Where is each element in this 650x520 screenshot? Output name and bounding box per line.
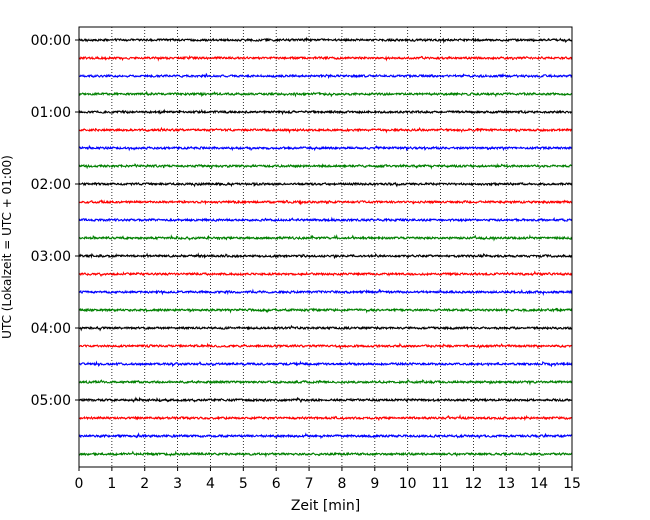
- x-tick-label: 4: [206, 476, 215, 492]
- trace-0515: [78, 413, 573, 422]
- y-tick-label: 00:00: [31, 33, 71, 49]
- trace-0430: [78, 360, 573, 368]
- trace-0215: [78, 199, 573, 206]
- trace-0100: [78, 108, 573, 116]
- grid: [111, 27, 540, 467]
- x-tick-label: 1: [107, 476, 116, 492]
- y-axis-label: UTC (Lokalzeit = UTC + 01:00): [0, 155, 14, 339]
- trace-0000: [78, 36, 573, 44]
- trace-0245: [78, 234, 573, 242]
- y-axis: 00:00 01:00 02:00 03:00 04:00 05:00: [31, 33, 79, 409]
- trace-0445: [78, 378, 573, 386]
- trace-0030: [78, 72, 573, 80]
- trace-0400: [78, 324, 573, 332]
- x-axis: 0 1 2 3 4 5 6 7 8 9 10 11 12 13 14 15: [75, 467, 581, 492]
- trace-0015: [78, 54, 573, 62]
- y-tick-label: 03:00: [31, 249, 71, 265]
- trace-0315: [78, 270, 573, 277]
- y-tick-label: 02:00: [31, 177, 71, 193]
- trace-0130: [78, 144, 573, 152]
- x-tick-label: 6: [272, 476, 281, 492]
- trace-0530: [78, 432, 573, 440]
- x-tick-label: 5: [239, 476, 248, 492]
- y-tick-label: 05:00: [31, 393, 71, 409]
- trace-0045: [78, 90, 573, 98]
- trace-0300: [78, 252, 573, 260]
- seismic-traces: [78, 36, 573, 458]
- trace-0115: [78, 126, 573, 134]
- x-tick-label: 14: [530, 476, 548, 492]
- x-tick-label: 12: [464, 476, 482, 492]
- x-tick-label: 15: [563, 476, 581, 492]
- x-tick-label: 8: [337, 476, 346, 492]
- trace-0500: [78, 396, 573, 404]
- x-tick-label: 3: [173, 476, 182, 492]
- x-axis-label: Zeit [min]: [291, 498, 360, 514]
- y-tick-label: 04:00: [31, 321, 71, 337]
- trace-0545: [78, 450, 573, 458]
- x-tick-label: 9: [370, 476, 379, 492]
- x-tick-label: 2: [140, 476, 149, 492]
- trace-0415: [78, 342, 573, 350]
- x-tick-label: 7: [305, 476, 314, 492]
- trace-0345: [78, 307, 573, 315]
- trace-0200: [78, 181, 573, 188]
- trace-0145: [78, 162, 573, 170]
- x-tick-label: 10: [399, 476, 417, 492]
- trace-0330: [78, 288, 573, 297]
- trace-0230: [78, 216, 573, 223]
- x-tick-label: 13: [497, 476, 515, 492]
- y-tick-label: 01:00: [31, 105, 71, 121]
- plot-frame: [78, 26, 573, 468]
- x-tick-label: 0: [75, 476, 84, 492]
- x-tick-label: 11: [432, 476, 450, 492]
